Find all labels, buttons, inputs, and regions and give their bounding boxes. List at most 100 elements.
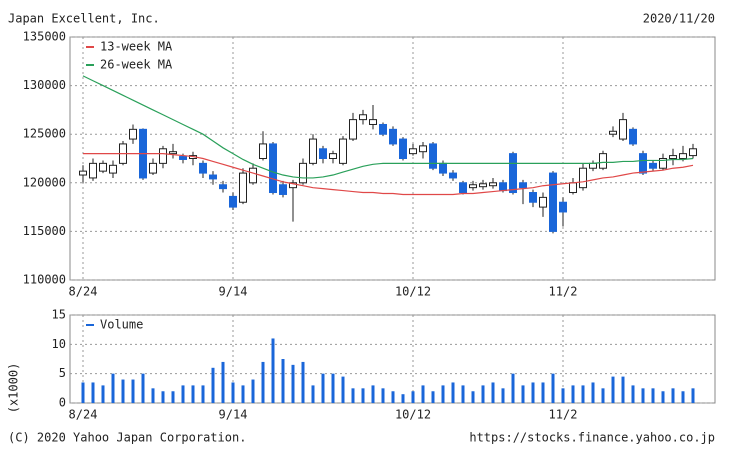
volume-bar bbox=[691, 388, 695, 403]
candle-body bbox=[159, 148, 167, 164]
y-tick-label: 125000 bbox=[23, 127, 66, 141]
x-tick-label: 10/12 bbox=[395, 285, 431, 299]
volume-bar bbox=[381, 388, 385, 403]
candle-body bbox=[509, 153, 517, 194]
volume-bar bbox=[121, 379, 125, 403]
volume-bar bbox=[261, 361, 265, 403]
candle-body bbox=[689, 148, 697, 157]
candle-body bbox=[539, 196, 547, 208]
plot-frame bbox=[69, 36, 716, 281]
candle-body bbox=[269, 143, 277, 194]
candle-body bbox=[569, 182, 577, 194]
candle-body bbox=[379, 123, 387, 135]
candle-body bbox=[559, 201, 567, 213]
volume-bar bbox=[361, 388, 365, 403]
volume-bar bbox=[541, 382, 545, 403]
volume-bar bbox=[411, 391, 415, 403]
candle-body bbox=[229, 195, 237, 208]
x-tick-label: 10/12 bbox=[395, 408, 431, 422]
volume-bar bbox=[351, 388, 355, 403]
x-tick-label: 9/14 bbox=[219, 285, 248, 299]
volume-bar bbox=[101, 385, 105, 403]
candle-body bbox=[79, 170, 87, 176]
candle-body bbox=[289, 182, 297, 189]
x-tick-label: 9/14 bbox=[219, 408, 248, 422]
volume-bar bbox=[581, 385, 585, 403]
candle-body bbox=[389, 128, 397, 145]
candle-body bbox=[499, 182, 507, 192]
candle-body bbox=[209, 174, 217, 180]
chart-date: 2020/11/20 bbox=[643, 12, 715, 26]
candle-body bbox=[459, 182, 467, 194]
volume-bar bbox=[371, 385, 375, 403]
candle-body bbox=[619, 119, 627, 140]
volume-bar bbox=[301, 361, 305, 403]
x-tick-label: 11/2 bbox=[549, 408, 578, 422]
y-tick-label: 120000 bbox=[23, 175, 66, 189]
volume-bar bbox=[561, 388, 565, 403]
volume-bar bbox=[81, 382, 85, 403]
candle-body bbox=[589, 162, 597, 169]
volume-bar bbox=[291, 364, 295, 403]
y-tick-label: 110000 bbox=[23, 273, 66, 287]
volume-bar bbox=[241, 385, 245, 403]
candle-body bbox=[639, 153, 647, 174]
candle-body bbox=[109, 164, 117, 174]
x-tick-label: 8/24 bbox=[69, 408, 98, 422]
volume-bar bbox=[631, 385, 635, 403]
candle-body bbox=[149, 162, 157, 174]
volume-bar bbox=[521, 385, 525, 403]
candle-body bbox=[679, 153, 687, 159]
y-tick-label: 15 bbox=[52, 308, 66, 322]
volume-bar bbox=[111, 373, 115, 403]
candle-body bbox=[199, 162, 207, 174]
y-tick-label: 5 bbox=[59, 366, 66, 380]
candle-body bbox=[409, 148, 417, 155]
volume-bar bbox=[281, 359, 285, 403]
volume-bar bbox=[531, 382, 535, 403]
volume-bar bbox=[441, 385, 445, 403]
candle-body bbox=[179, 156, 187, 160]
volume-bar bbox=[271, 338, 275, 403]
volume-bar bbox=[191, 385, 195, 403]
volume-bar bbox=[551, 373, 555, 403]
candle-body bbox=[419, 145, 427, 153]
candle-body bbox=[169, 151, 177, 155]
volume-bar bbox=[611, 376, 615, 403]
volume-bar bbox=[321, 373, 325, 403]
candle-body bbox=[659, 158, 667, 169]
y-axis-label: (x1000) bbox=[7, 363, 21, 414]
candle-body bbox=[349, 119, 357, 140]
ma-line bbox=[83, 153, 694, 196]
volume-bar bbox=[131, 379, 135, 403]
volume-bar bbox=[171, 391, 175, 403]
candle-body bbox=[579, 167, 587, 189]
volume-bar bbox=[681, 391, 685, 403]
volume-bar bbox=[91, 382, 95, 403]
legend-label: Volume bbox=[100, 318, 143, 332]
volume-bar bbox=[591, 382, 595, 403]
volume-bar bbox=[331, 373, 335, 403]
volume-bar bbox=[161, 391, 165, 403]
volume-bar bbox=[601, 388, 605, 403]
volume-bar bbox=[401, 394, 405, 403]
candle-body bbox=[599, 153, 607, 169]
candle-body bbox=[449, 172, 457, 179]
volume-bar bbox=[651, 388, 655, 403]
candle-body bbox=[479, 183, 487, 188]
candle-body bbox=[89, 162, 97, 179]
volume-bar bbox=[641, 388, 645, 403]
candle-body bbox=[519, 182, 527, 189]
volume-bar bbox=[481, 385, 485, 403]
candle-body bbox=[669, 155, 677, 159]
candle-body bbox=[249, 167, 257, 184]
candle-body bbox=[529, 192, 537, 203]
y-tick-label: 10 bbox=[52, 337, 66, 351]
candle-body bbox=[99, 162, 107, 172]
volume-bar bbox=[461, 385, 465, 403]
chart-title: Japan Excellent, Inc. bbox=[8, 12, 160, 26]
volume-bar bbox=[341, 376, 345, 403]
candle-body bbox=[359, 114, 367, 121]
plot-frame bbox=[69, 314, 716, 404]
volume-bar bbox=[451, 382, 455, 403]
